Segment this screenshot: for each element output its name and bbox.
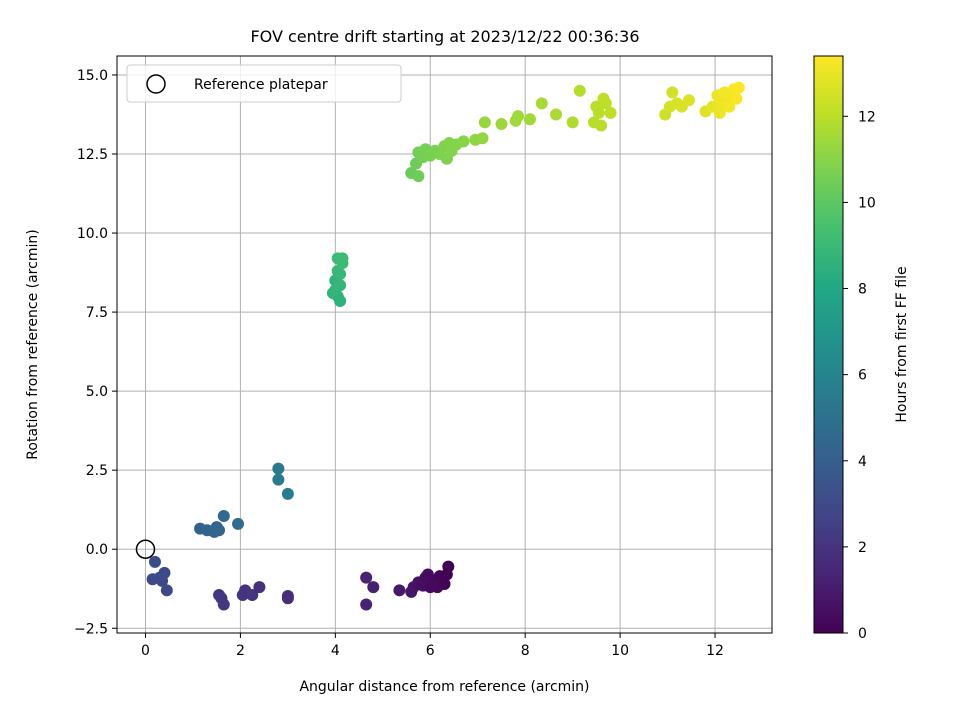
colorbar-tick-label: 8 xyxy=(858,282,867,298)
y-axis-label: Rotation from reference (arcmin) xyxy=(25,229,41,459)
data-point xyxy=(424,581,437,594)
data-point xyxy=(723,100,736,113)
colorbar-tick-label: 0 xyxy=(858,626,867,642)
legend-box xyxy=(126,64,402,103)
reference-marker-group xyxy=(135,539,156,559)
data-point xyxy=(457,135,470,148)
x-axis-label: Angular distance from reference (arcmin) xyxy=(299,679,589,695)
data-point xyxy=(476,132,489,145)
data-point xyxy=(367,581,380,594)
x-tick-label: 4 xyxy=(331,643,340,659)
y-tick-label: 10.0 xyxy=(77,226,108,242)
data-point xyxy=(360,571,373,584)
x-tick-label: 10 xyxy=(611,643,629,659)
data-point xyxy=(730,92,743,105)
colorbar-tick-label: 2 xyxy=(858,540,867,556)
data-point xyxy=(604,106,617,119)
x-tick-label: 12 xyxy=(706,643,724,659)
data-point xyxy=(597,92,610,105)
data-point xyxy=(336,252,349,265)
colorbar-tick-label: 10 xyxy=(858,195,876,211)
data-point xyxy=(217,598,230,611)
data-point xyxy=(360,598,373,611)
x-tick-label: 2 xyxy=(236,643,245,659)
data-point xyxy=(718,86,731,99)
x-axis-ticks: 0 2 4 6 8 10 12 xyxy=(141,633,724,659)
data-point xyxy=(595,119,608,132)
colorbar-tick-label: 4 xyxy=(858,454,867,470)
data-point xyxy=(523,113,536,126)
data-point xyxy=(217,510,230,523)
y-axis-ticks: −2.5 0.0 2.5 5.0 7.5 10.0 12.5 15.0 xyxy=(74,68,117,637)
data-point xyxy=(334,279,347,292)
data-point xyxy=(246,589,259,602)
data-point xyxy=(682,94,695,107)
data-point xyxy=(334,295,347,308)
y-tick-label: 5.0 xyxy=(86,384,108,400)
data-point xyxy=(419,571,432,584)
data-point xyxy=(573,84,586,97)
y-tick-label: 2.5 xyxy=(86,463,108,479)
data-point xyxy=(393,584,406,597)
data-point xyxy=(412,170,425,183)
colorbar-tick-label: 12 xyxy=(858,109,876,125)
legend-reference-marker xyxy=(146,74,166,94)
legend-label-reference-platepar: Reference platepar xyxy=(194,77,328,93)
x-tick-label: 8 xyxy=(521,643,530,659)
data-point xyxy=(213,524,226,537)
reference-platepar-marker xyxy=(135,539,156,559)
data-point xyxy=(160,584,173,597)
legend: Reference platepar xyxy=(126,64,402,103)
plot-area-frame xyxy=(116,55,773,634)
data-point xyxy=(495,117,508,130)
colorbar-tick-label: 6 xyxy=(858,368,867,384)
data-point xyxy=(566,116,579,129)
data-point xyxy=(512,110,525,123)
data-point xyxy=(713,106,726,119)
data-point xyxy=(281,487,294,500)
y-tick-label: 15.0 xyxy=(77,68,108,84)
data-point xyxy=(438,577,451,590)
data-point xyxy=(158,566,171,579)
y-tick-label: 7.5 xyxy=(86,305,108,321)
colorbar-ticks: 0 2 4 6 8 10 12 xyxy=(843,109,876,642)
y-tick-label: 0.0 xyxy=(86,542,108,558)
data-point xyxy=(550,108,563,121)
y-tick-label: 12.5 xyxy=(77,147,108,163)
data-point xyxy=(148,555,161,568)
data-point xyxy=(535,97,548,110)
data-point xyxy=(666,86,679,99)
y-tick-label: −2.5 xyxy=(74,621,108,637)
data-point xyxy=(592,106,605,119)
data-point xyxy=(334,268,347,281)
colorbar-label: Hours from first FF file xyxy=(894,266,910,422)
colorbar: 0 2 4 6 8 10 12 Hours from first FF file xyxy=(813,55,910,642)
data-point xyxy=(443,136,456,149)
data-point xyxy=(478,116,491,129)
data-point xyxy=(272,462,285,475)
x-tick-label: 6 xyxy=(426,643,435,659)
data-point xyxy=(232,517,245,530)
chart-title: FOV centre drift starting at 2023/12/22 … xyxy=(250,27,639,46)
data-points xyxy=(146,81,745,611)
data-point xyxy=(442,560,455,573)
data-point xyxy=(732,81,745,94)
x-tick-label: 0 xyxy=(141,643,150,659)
colorbar-gradient xyxy=(813,55,844,634)
data-point xyxy=(253,581,266,594)
data-point xyxy=(272,473,285,486)
data-point xyxy=(281,590,294,603)
